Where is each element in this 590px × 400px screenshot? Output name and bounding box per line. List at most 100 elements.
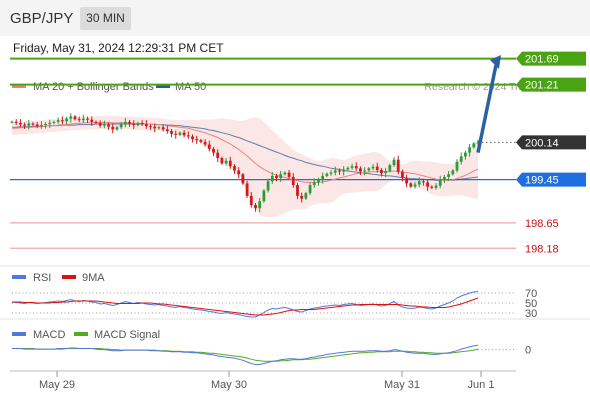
candle-body xyxy=(39,125,43,127)
candle-body xyxy=(199,140,203,142)
candle-body xyxy=(52,121,56,123)
candle-body xyxy=(10,121,14,123)
legend-swatch-ma50 xyxy=(156,84,170,88)
candle-body xyxy=(178,132,182,135)
candle-body xyxy=(346,167,350,170)
candle-body xyxy=(18,122,22,125)
candle-body xyxy=(291,176,295,186)
candle-body xyxy=(90,119,94,122)
candle-body xyxy=(81,118,85,121)
support-label: 198.65 xyxy=(525,218,559,230)
chart-header: GBP/JPY 30 MIN xyxy=(0,0,590,36)
level-tag-resistance xyxy=(516,77,586,92)
legend-macd-label: MACD xyxy=(33,329,65,341)
candle-body xyxy=(216,152,220,159)
candle-body xyxy=(443,176,446,180)
level-tag-resistance xyxy=(516,51,586,66)
macd-level-label: 0 xyxy=(525,345,531,357)
bollinger-band xyxy=(12,115,478,218)
legend-swatch-macd xyxy=(12,332,26,336)
candle-body xyxy=(279,174,283,179)
candle-body xyxy=(363,170,367,172)
candle-body xyxy=(472,143,476,148)
candle-body xyxy=(48,122,52,125)
candle-body xyxy=(123,121,127,125)
rsi-level-label: 70 xyxy=(525,288,537,300)
symbol-label: GBP/JPY xyxy=(10,10,74,27)
candle-body xyxy=(401,171,404,179)
candle-body xyxy=(107,124,110,127)
timeframe-button[interactable]: 30 MIN xyxy=(80,7,131,30)
legend-ma50-label: MA 50 xyxy=(175,81,206,93)
candle-body xyxy=(182,132,186,136)
candle-body xyxy=(254,205,257,209)
macd-line xyxy=(12,344,479,365)
candle-body xyxy=(430,186,434,188)
legend-ma20-label: MA 20 + Bollinger Bands xyxy=(33,81,154,93)
x-tick-label: May 31 xyxy=(384,379,420,391)
candle-body xyxy=(23,124,26,126)
candle-body xyxy=(44,124,47,126)
candle-body xyxy=(380,169,383,174)
candle-body xyxy=(212,148,215,153)
level-tag-pivot xyxy=(516,172,586,187)
candle-body xyxy=(153,126,157,129)
candle-body xyxy=(354,166,358,169)
candle-body xyxy=(459,156,463,162)
candle-body xyxy=(157,127,161,129)
candle-body xyxy=(161,127,165,130)
last-price-label: 200.14 xyxy=(525,137,559,149)
rsi-level-label: 50 xyxy=(525,298,537,310)
last-price-tag xyxy=(516,135,586,150)
candle-body xyxy=(115,127,119,130)
projection-arrow-shaft xyxy=(476,64,498,154)
x-tick-label: May 30 xyxy=(211,379,247,391)
candle-body xyxy=(321,175,325,180)
legend-rsi-ma-label: 9MA xyxy=(82,272,105,284)
candle-body xyxy=(56,120,60,122)
candle-body xyxy=(304,193,308,199)
candle-body xyxy=(144,124,148,127)
candle-body xyxy=(77,119,81,121)
candle-body xyxy=(434,185,438,188)
candle-body xyxy=(136,122,140,126)
candle-body xyxy=(102,124,106,126)
candle-body xyxy=(191,136,194,140)
candle-body xyxy=(338,170,341,172)
ma50-line xyxy=(12,123,479,181)
candle-body xyxy=(119,124,123,128)
candle-body xyxy=(266,181,270,191)
macd-signal-line xyxy=(12,348,479,362)
level-label-resistance: 201.21 xyxy=(525,80,559,92)
candle-body xyxy=(426,182,430,187)
candle-body xyxy=(35,124,39,127)
legend-macd-signal-label: MACD Signal xyxy=(94,329,160,341)
candle-body xyxy=(86,118,89,120)
candle-body xyxy=(329,172,333,174)
candle-body xyxy=(367,168,371,171)
candle-body xyxy=(233,166,236,171)
legend-swatch-rsi xyxy=(12,275,26,279)
timestamp: Friday, May 31, 2024 12:29:31 PM CET xyxy=(13,41,224,55)
candle-body xyxy=(287,172,291,177)
candle-body xyxy=(165,129,169,132)
candle-body xyxy=(422,181,425,183)
candle-body xyxy=(262,190,266,202)
candle-body xyxy=(186,135,190,137)
candle-body xyxy=(438,179,442,186)
legend-rsi-label: RSI xyxy=(33,272,51,284)
candle-body xyxy=(359,168,362,172)
candle-body xyxy=(237,170,241,175)
candle-body xyxy=(69,116,73,119)
candle-body xyxy=(65,118,68,122)
candle-body xyxy=(203,141,207,145)
candle-body xyxy=(140,122,144,125)
candle-body xyxy=(245,183,249,196)
candle-body xyxy=(464,152,467,157)
candle-body xyxy=(220,158,224,164)
candle-body xyxy=(73,116,77,120)
candle-body xyxy=(312,182,316,186)
level-label-resistance: 201.69 xyxy=(525,54,559,66)
candle-body xyxy=(413,184,417,187)
